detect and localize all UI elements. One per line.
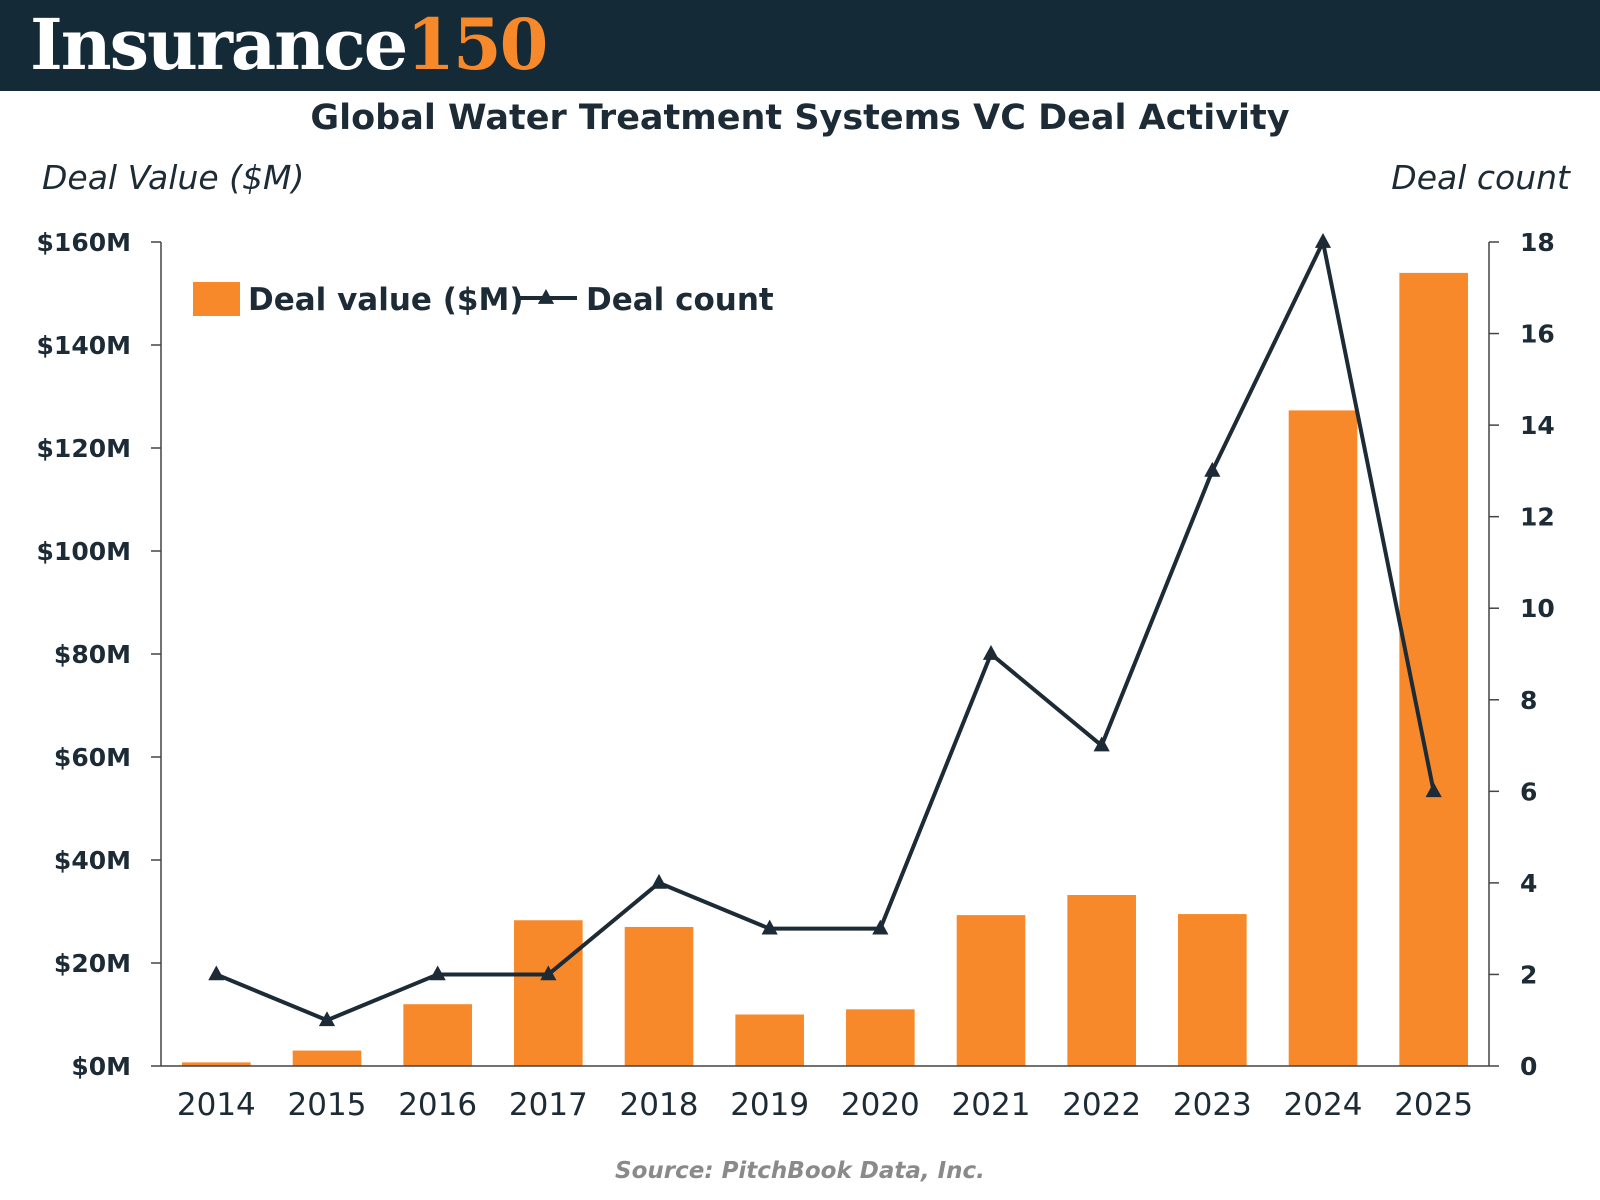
deal-count-line [215, 240, 1436, 1023]
deal-count-point-2019 [761, 919, 778, 935]
line-series [208, 233, 1442, 1027]
legend-label-deal-count: Deal count [586, 282, 774, 318]
deal-count-point-2015 [318, 1011, 336, 1027]
deal-count-point-2024 [1314, 233, 1332, 248]
x-tick-label: 2025 [1394, 1087, 1473, 1123]
right-tick-label: 10 [1520, 594, 1555, 623]
left-tick-label: $140M [37, 331, 131, 360]
logo-number: 150 [406, 3, 548, 86]
source-note: Source: PitchBook Data, Inc. [615, 1158, 985, 1184]
right-tick-label: 8 [1520, 686, 1537, 715]
left-tick-label: $0M [71, 1052, 131, 1081]
x-tick-label: 2015 [288, 1087, 367, 1123]
right-tick-label: 16 [1520, 320, 1555, 349]
left-tick-label: $20M [54, 949, 131, 978]
left-tick-label: $160M [37, 228, 131, 257]
x-tick-label: 2016 [398, 1087, 477, 1123]
right-tick-label: 6 [1520, 777, 1537, 806]
deal-count-point-2022 [1093, 736, 1110, 752]
bar-2022 [1067, 895, 1136, 1066]
chart-title: Global Water Treatment Systems VC Deal A… [310, 98, 1290, 138]
deal-count-point-2017 [540, 965, 557, 981]
left-tick-label: $60M [54, 743, 131, 772]
bar-2016 [403, 1004, 472, 1066]
left-tick-label: $80M [54, 640, 131, 669]
right-tick-label: 2 [1520, 960, 1537, 989]
bar-2020 [846, 1009, 915, 1066]
bar-2023 [1178, 914, 1247, 1066]
deal-count-point-2014 [208, 965, 225, 981]
x-tick-label: 2023 [1173, 1087, 1252, 1123]
x-tick-label: 2014 [177, 1087, 256, 1123]
logo-word: Insurance [30, 3, 408, 86]
x-tick-label: 2018 [620, 1087, 699, 1123]
deal-count-point-2023 [1204, 461, 1221, 477]
deal-count-point-2020 [872, 919, 889, 935]
deal-count-point-2018 [650, 873, 668, 889]
x-tick-label: 2024 [1284, 1087, 1363, 1123]
bar-series [182, 272, 1468, 1066]
x-tick-label: 2017 [509, 1087, 588, 1123]
right-tick-label: 12 [1520, 503, 1555, 532]
left-tick-label: $100M [37, 537, 131, 566]
left-tick-label: $120M [37, 434, 131, 463]
right-axis-title: Deal count [1391, 158, 1570, 197]
legend-label-deal-value: Deal value ($M) [248, 282, 524, 318]
x-tick-label: 2021 [952, 1087, 1031, 1123]
bar-2017 [514, 920, 583, 1066]
legend-line-marker [537, 289, 555, 304]
brand-logo: Insurance150 [30, 3, 548, 86]
chart-axes: $0M $20M $40M $60M $80M $100M $120M $140M $160M 0… [37, 228, 1555, 1123]
deal-count-point-2025 [1425, 782, 1442, 798]
right-tick-label: 18 [1520, 228, 1555, 257]
deal-count-point-2016 [429, 965, 446, 981]
bar-2019 [735, 1014, 804, 1066]
chart-legend: Deal value ($M) Deal count [193, 282, 774, 318]
brand-header: Insurance150 [0, 0, 1600, 91]
left-tick-label: $40M [54, 846, 131, 875]
right-tick-label: 4 [1520, 869, 1537, 898]
deal-count-point-2021 [982, 645, 1000, 660]
left-axis-title: Deal Value ($M) [42, 158, 305, 197]
bar-2018 [624, 926, 694, 1066]
bar-2024 [1288, 410, 1358, 1066]
legend-bar-swatch [193, 282, 240, 316]
bar-2015 [292, 1050, 362, 1066]
x-tick-label: 2019 [730, 1087, 809, 1123]
bar-2014 [182, 1062, 251, 1066]
x-tick-label: 2022 [1062, 1087, 1141, 1123]
bar-2021 [956, 915, 1026, 1066]
right-tick-label: 0 [1520, 1052, 1537, 1081]
right-tick-label: 14 [1520, 411, 1555, 440]
x-tick-label: 2020 [841, 1087, 920, 1123]
